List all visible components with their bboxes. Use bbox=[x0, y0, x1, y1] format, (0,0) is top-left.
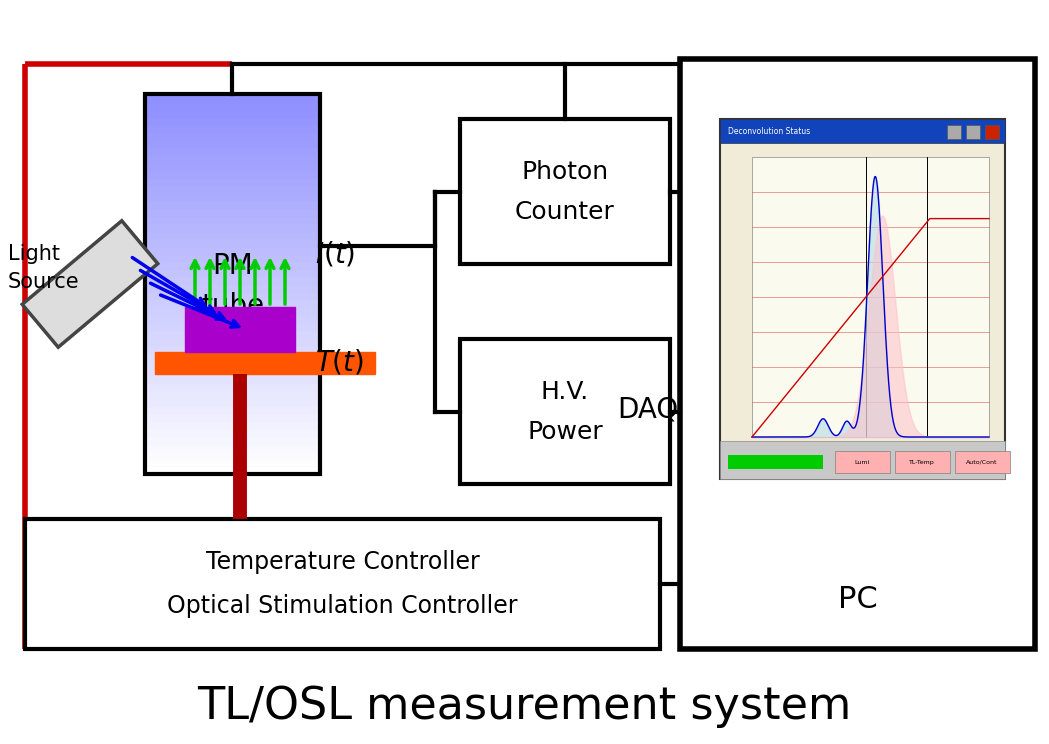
Bar bbox=[720, 119, 1005, 479]
Bar bbox=[145, 155, 320, 162]
Bar bbox=[720, 441, 1005, 479]
Text: Counter: Counter bbox=[515, 199, 615, 223]
Bar bbox=[145, 132, 320, 140]
Bar bbox=[145, 109, 320, 117]
Bar bbox=[145, 307, 320, 315]
Bar bbox=[145, 254, 320, 261]
Bar bbox=[145, 337, 320, 344]
Bar bbox=[145, 216, 320, 223]
Bar bbox=[955, 451, 1010, 473]
Bar bbox=[145, 246, 320, 254]
Text: Deconvolution Status: Deconvolution Status bbox=[728, 126, 810, 135]
Text: Optical Stimulation Controller: Optical Stimulation Controller bbox=[167, 594, 518, 618]
Bar bbox=[145, 261, 320, 269]
Bar bbox=[145, 238, 320, 246]
Bar bbox=[145, 147, 320, 155]
Bar bbox=[752, 157, 989, 437]
Bar bbox=[461, 119, 670, 264]
Bar bbox=[145, 94, 320, 102]
Bar bbox=[145, 421, 320, 429]
Text: TL-Temp: TL-Temp bbox=[909, 460, 935, 464]
Bar bbox=[145, 292, 320, 299]
Bar bbox=[145, 185, 320, 193]
Bar bbox=[145, 223, 320, 231]
Bar bbox=[145, 405, 320, 413]
Bar bbox=[145, 443, 320, 451]
Bar bbox=[145, 170, 320, 178]
Bar bbox=[25, 519, 660, 649]
Bar bbox=[155, 352, 374, 374]
Text: DAQ: DAQ bbox=[618, 395, 679, 423]
Bar bbox=[728, 455, 823, 469]
Bar bbox=[145, 344, 320, 353]
Bar bbox=[145, 436, 320, 443]
Bar bbox=[145, 299, 320, 307]
Bar bbox=[145, 269, 320, 277]
Bar bbox=[145, 284, 320, 292]
Bar bbox=[966, 125, 980, 139]
Bar bbox=[145, 451, 320, 459]
Bar bbox=[145, 178, 320, 185]
Bar bbox=[145, 193, 320, 200]
Bar bbox=[145, 360, 320, 368]
Bar bbox=[680, 59, 1035, 649]
Bar bbox=[145, 124, 320, 132]
Bar bbox=[145, 200, 320, 208]
Text: Auto/Cont: Auto/Cont bbox=[966, 460, 998, 464]
Bar bbox=[145, 315, 320, 322]
Text: PM: PM bbox=[212, 252, 253, 280]
Bar bbox=[145, 413, 320, 421]
Bar bbox=[145, 162, 320, 170]
Bar bbox=[461, 339, 670, 484]
Bar bbox=[985, 125, 999, 139]
Bar bbox=[145, 94, 320, 474]
Bar bbox=[145, 117, 320, 124]
Bar bbox=[145, 102, 320, 109]
Bar bbox=[145, 140, 320, 147]
Polygon shape bbox=[22, 221, 157, 347]
Text: Power: Power bbox=[528, 420, 603, 443]
Bar bbox=[145, 330, 320, 337]
Bar bbox=[185, 307, 295, 352]
Bar bbox=[145, 231, 320, 238]
Text: Light: Light bbox=[8, 244, 60, 264]
Text: H.V.: H.V. bbox=[541, 379, 590, 403]
Text: Photon: Photon bbox=[521, 159, 608, 184]
Bar bbox=[145, 429, 320, 436]
Text: Lumi: Lumi bbox=[854, 460, 870, 464]
Bar bbox=[145, 459, 320, 466]
Bar bbox=[145, 398, 320, 405]
Bar bbox=[145, 208, 320, 216]
Bar bbox=[145, 322, 320, 330]
Bar bbox=[145, 353, 320, 360]
Text: tube: tube bbox=[201, 292, 264, 320]
Text: $T(t)$: $T(t)$ bbox=[315, 347, 364, 376]
Text: TL/OSL measurement system: TL/OSL measurement system bbox=[197, 684, 851, 728]
Bar bbox=[145, 375, 320, 383]
Bar bbox=[145, 368, 320, 375]
Bar bbox=[895, 451, 950, 473]
Bar bbox=[145, 383, 320, 391]
Text: $I(t)$: $I(t)$ bbox=[315, 240, 356, 269]
Text: Source: Source bbox=[8, 272, 80, 292]
Bar bbox=[145, 466, 320, 474]
Bar bbox=[835, 451, 890, 473]
Bar bbox=[145, 391, 320, 398]
Text: Temperature Controller: Temperature Controller bbox=[206, 550, 479, 574]
Bar bbox=[145, 277, 320, 284]
Bar bbox=[947, 125, 961, 139]
Text: PC: PC bbox=[837, 585, 877, 614]
Bar bbox=[720, 119, 1005, 143]
